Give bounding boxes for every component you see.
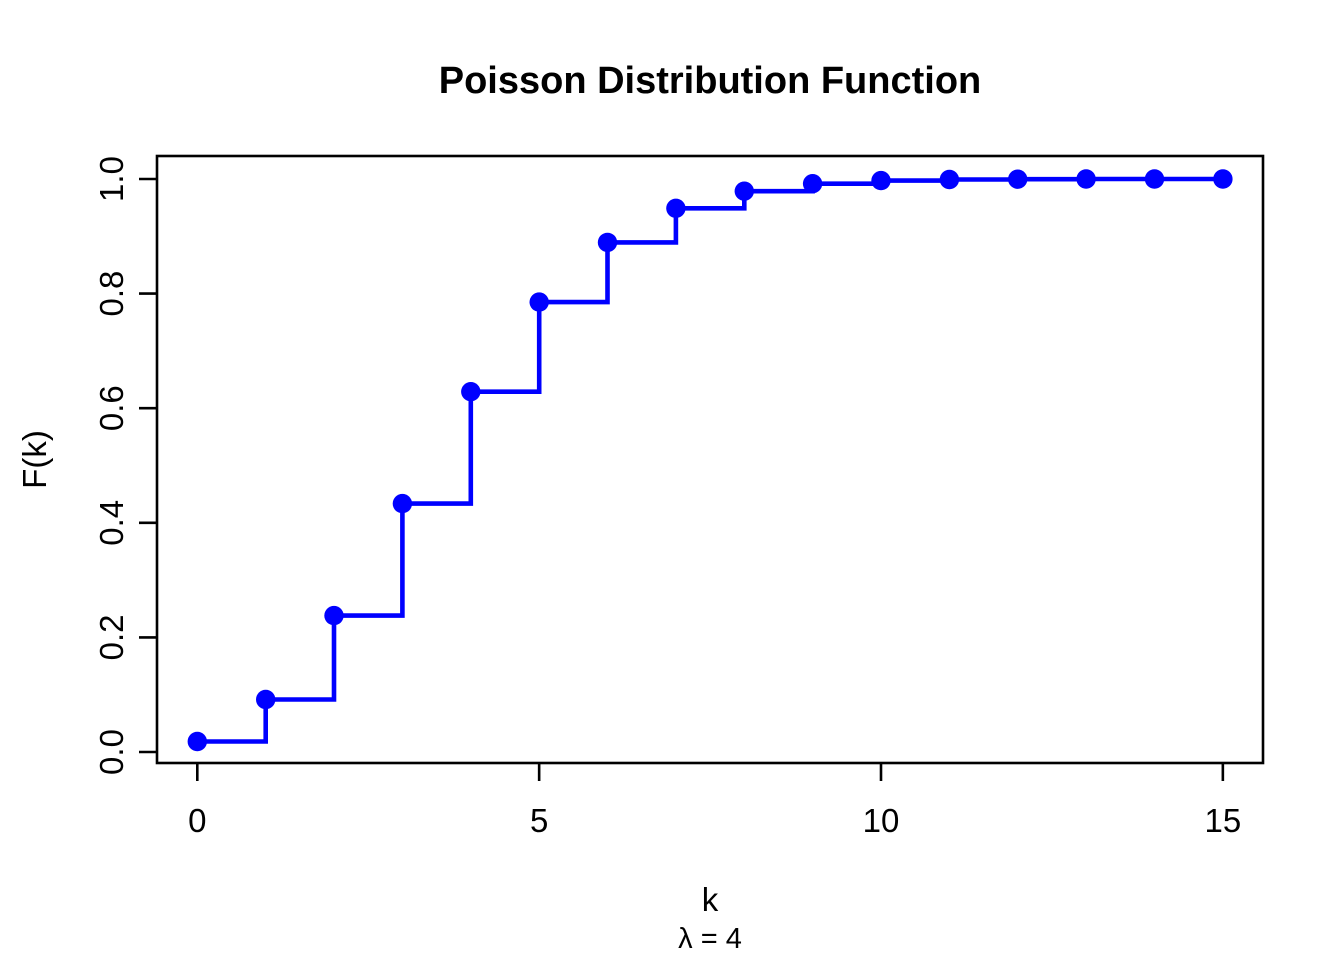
data-point xyxy=(1008,169,1028,189)
data-point xyxy=(187,731,207,752)
data-point xyxy=(1144,169,1165,189)
data-point xyxy=(1213,169,1233,189)
y-tick-label: 1.0 xyxy=(93,156,130,202)
x-tick-label: 10 xyxy=(863,802,900,839)
plot-area: 0 5 10 15 0.0 0.2 0.4 0.6 0.8 1.0 xyxy=(93,154,1265,839)
data-point xyxy=(392,493,413,514)
data-point xyxy=(529,292,549,312)
y-tick-label: 0.8 xyxy=(93,271,130,317)
data-point xyxy=(871,170,891,191)
plot-box xyxy=(155,154,1265,765)
data-point xyxy=(461,382,481,402)
data-point xyxy=(324,605,344,626)
data-point xyxy=(939,169,960,190)
data-point xyxy=(256,689,276,710)
x-axis-title: k xyxy=(702,881,719,918)
x-tick-label: 5 xyxy=(530,802,548,839)
y-tick-label: 0.0 xyxy=(93,729,130,775)
y-axis-title: F(k) xyxy=(16,430,53,489)
x-axis-subtitle: λ = 4 xyxy=(678,923,742,955)
data-point xyxy=(666,198,686,218)
y-tick-label: 0.2 xyxy=(93,614,130,660)
x-tick-label: 0 xyxy=(188,802,206,839)
chart-title: Poisson Distribution Function xyxy=(439,60,982,102)
x-tick-label: 15 xyxy=(1204,802,1241,839)
data-point xyxy=(734,181,754,201)
data-point xyxy=(597,232,618,253)
data-point xyxy=(802,174,823,194)
y-tick-label: 0.6 xyxy=(93,385,130,431)
step-curve xyxy=(197,176,1223,744)
y-tick-label: 0.4 xyxy=(93,500,130,546)
data-point xyxy=(1076,169,1096,189)
